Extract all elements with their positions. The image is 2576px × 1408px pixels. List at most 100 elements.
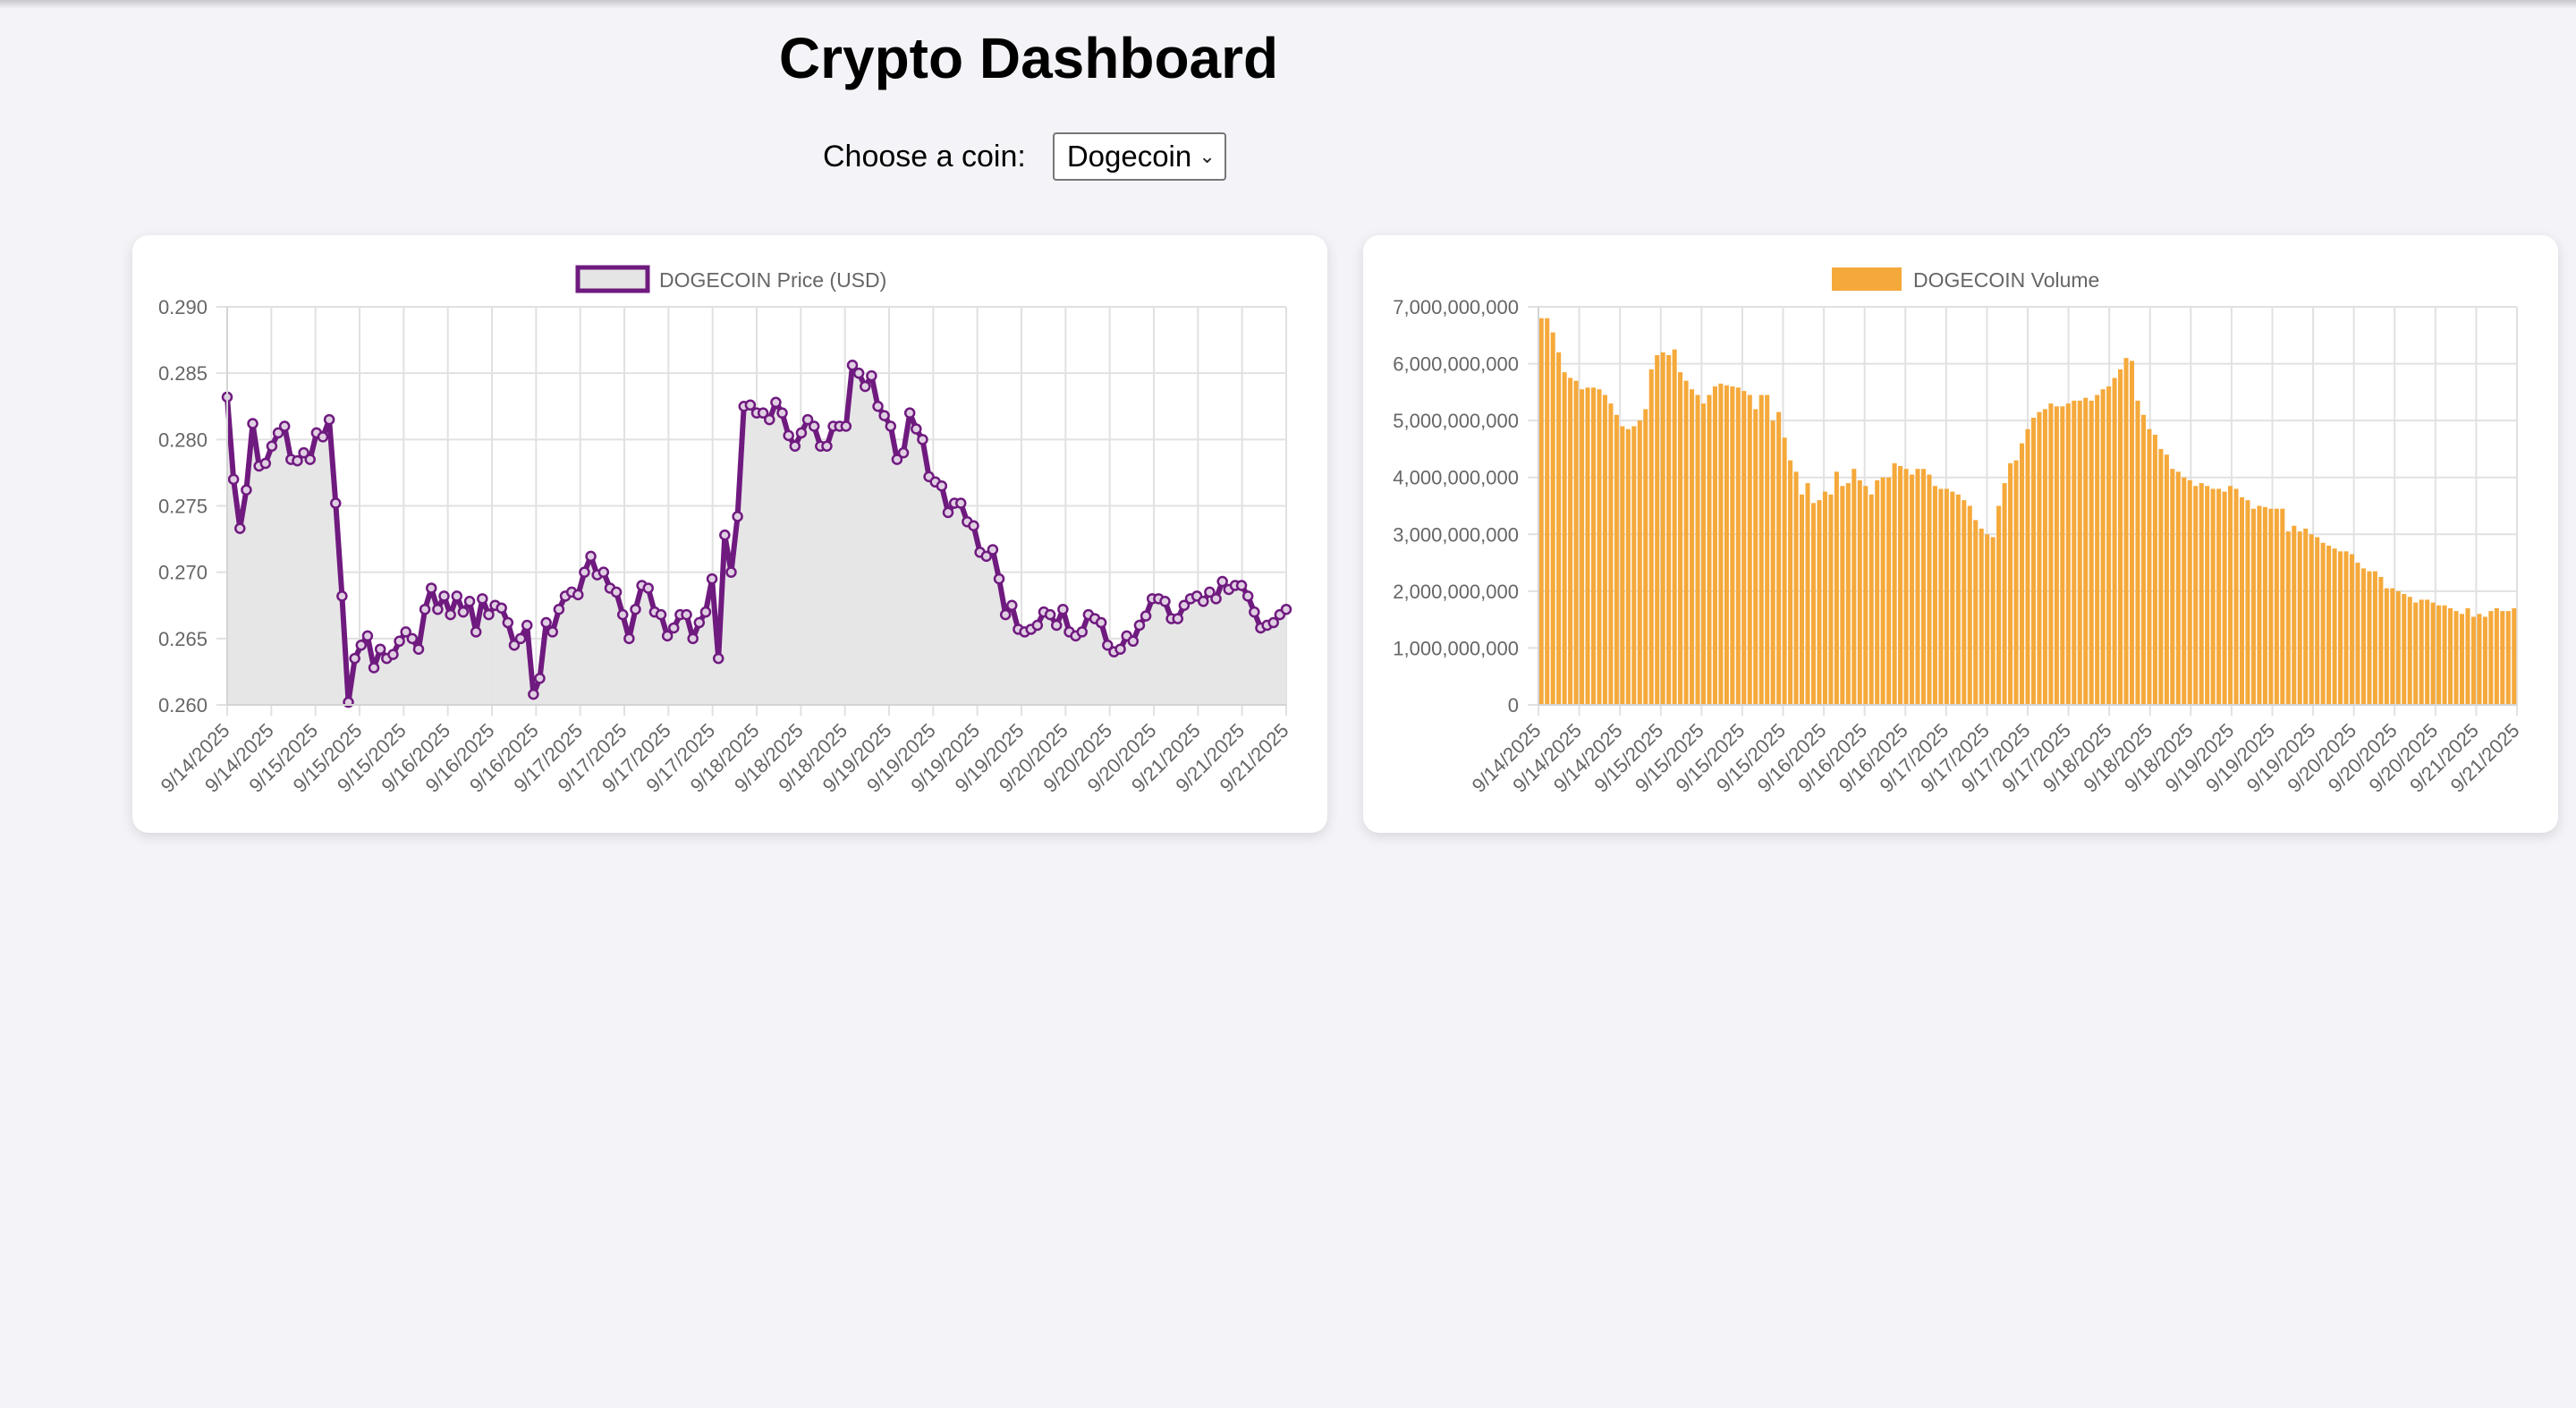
volume-bar <box>1898 466 1903 705</box>
volume-bar <box>1585 387 1590 705</box>
price-point <box>317 431 329 443</box>
volume-bar <box>2054 406 2059 705</box>
volume-bar <box>2002 483 2007 705</box>
volume-bar <box>2205 486 2210 705</box>
price-point <box>528 688 539 700</box>
coin-chooser: Choose a coin: Dogecoin ⌄ <box>823 132 1226 181</box>
y-tick-label: 2,000,000,000 <box>1393 581 1519 603</box>
volume-bar <box>1730 386 1735 705</box>
price-point <box>1102 640 1114 651</box>
volume-bar <box>2257 505 2262 705</box>
price-point <box>980 550 993 563</box>
price-point <box>757 407 769 419</box>
y-tick-label: 0.260 <box>158 694 208 717</box>
coin-select[interactable]: Dogecoin ⌄ <box>1052 132 1226 181</box>
price-point <box>1057 603 1069 615</box>
volume-bar <box>2239 496 2245 705</box>
volume-bar <box>1648 369 1654 705</box>
volume-bar <box>1903 469 1909 705</box>
price-point <box>425 582 437 594</box>
volume-bar <box>1660 352 1665 705</box>
volume-bar <box>1695 394 1700 705</box>
price-point <box>445 608 456 621</box>
price-point <box>744 399 757 411</box>
volume-bar <box>2285 531 2291 705</box>
price-point <box>891 454 903 465</box>
page-title: Crypto Dashboard <box>778 26 1279 90</box>
volume-bar <box>2193 486 2199 705</box>
volume-bar <box>1556 352 1562 705</box>
volume-bar <box>1938 488 1944 705</box>
volume-bar <box>1666 355 1672 705</box>
price-point <box>681 608 692 621</box>
y-tick-label: 6,000,000,000 <box>1393 353 1519 376</box>
volume-bar <box>1637 420 1642 705</box>
price-point <box>795 427 808 439</box>
volume-bar <box>2390 588 2395 705</box>
price-point <box>1114 643 1126 655</box>
volume-bar <box>1955 494 1961 705</box>
price-point <box>438 590 450 602</box>
volume-bar <box>1985 534 1990 705</box>
volume-bar <box>1967 505 1972 705</box>
volume-bar <box>1643 409 1648 705</box>
volume-bar <box>1962 500 1967 705</box>
volume-bar <box>1996 505 2002 705</box>
volume-chart: DOGECOIN Volume 7,000,000,000 6,000,000,00… <box>1393 267 2524 797</box>
volume-bar <box>2135 400 2140 705</box>
price-point <box>1235 580 1248 591</box>
price-point <box>1204 586 1216 598</box>
price-point <box>866 369 877 382</box>
volume-bar <box>1828 494 1834 705</box>
volume-bar <box>2158 448 2164 705</box>
volume-bar <box>2407 597 2412 705</box>
price-point <box>457 606 470 618</box>
volume-bar <box>2436 605 2442 705</box>
price-point <box>496 602 507 614</box>
price-point <box>840 420 852 432</box>
volume-bar <box>1910 474 1915 705</box>
volume-bar <box>2112 377 2117 705</box>
volume-bar <box>1700 403 1707 705</box>
price-point <box>1159 596 1171 607</box>
volume-bar <box>2482 616 2487 705</box>
volume-bar <box>2367 571 2372 705</box>
volume-bar <box>2268 508 2274 705</box>
volume-bar <box>1800 494 1805 705</box>
price-point <box>1006 599 1018 611</box>
volume-bar <box>1990 537 1996 705</box>
price-point <box>323 413 335 426</box>
volume-bar <box>1568 377 1573 705</box>
y-tick-label: 0.270 <box>158 562 208 584</box>
price-point <box>954 497 967 509</box>
volume-bar <box>2320 542 2326 705</box>
price-point <box>272 427 284 439</box>
price-point <box>987 544 999 556</box>
price-point <box>1178 599 1191 611</box>
volume-bar <box>2187 479 2192 705</box>
volume-bar <box>1920 469 1927 705</box>
volume-bar <box>2477 614 2482 705</box>
volume-bar <box>1822 491 1827 705</box>
volume-bar <box>2182 477 2187 705</box>
volume-bar <box>2175 471 2181 705</box>
y-tick-label: 1,000,000,000 <box>1393 637 1519 659</box>
volume-bar <box>1875 479 1880 705</box>
price-point <box>1210 593 1222 605</box>
price-point <box>668 622 680 634</box>
volume-bar <box>2250 508 2256 705</box>
volume-bar <box>2072 400 2077 705</box>
price-point <box>1050 619 1063 632</box>
price-point <box>903 407 916 419</box>
price-point <box>534 673 546 684</box>
volume-bar <box>1602 394 1607 705</box>
price-point <box>610 586 623 598</box>
volume-bar <box>1620 426 1625 705</box>
price-point <box>406 632 419 645</box>
price-point <box>808 420 820 432</box>
volume-bar <box>2095 394 2100 705</box>
price-point <box>483 608 495 621</box>
price-point <box>897 446 910 459</box>
volume-bar <box>2425 599 2430 705</box>
price-point <box>259 457 272 470</box>
